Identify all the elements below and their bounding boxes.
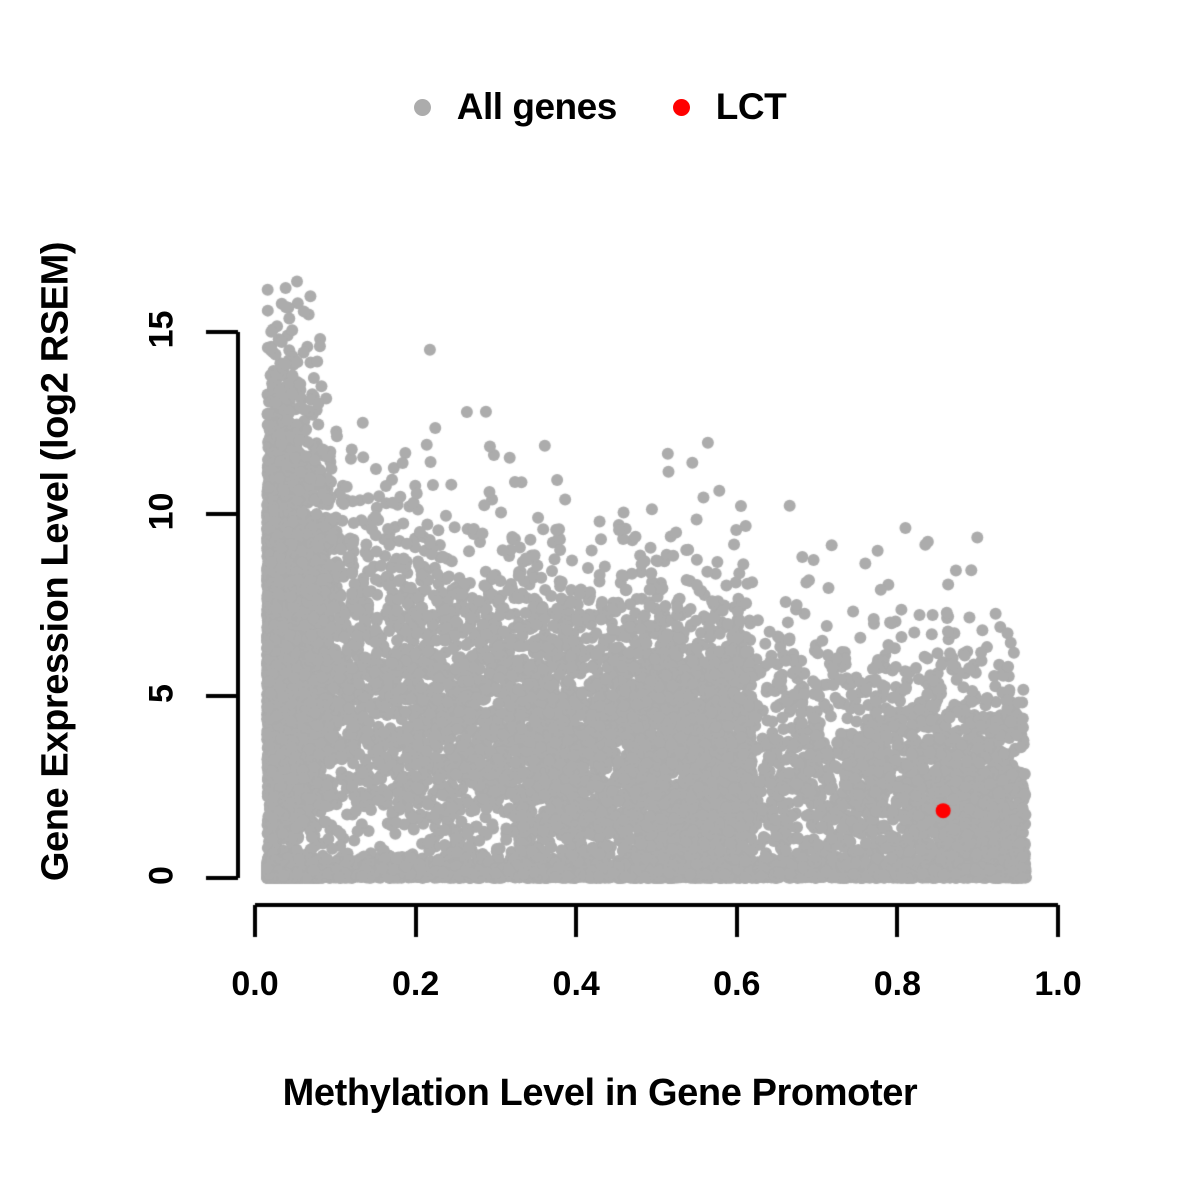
scatter-plot-canvas bbox=[0, 0, 1200, 1200]
scatter-plot-figure: All genes LCT Gene Expression Level (log… bbox=[0, 0, 1200, 1200]
